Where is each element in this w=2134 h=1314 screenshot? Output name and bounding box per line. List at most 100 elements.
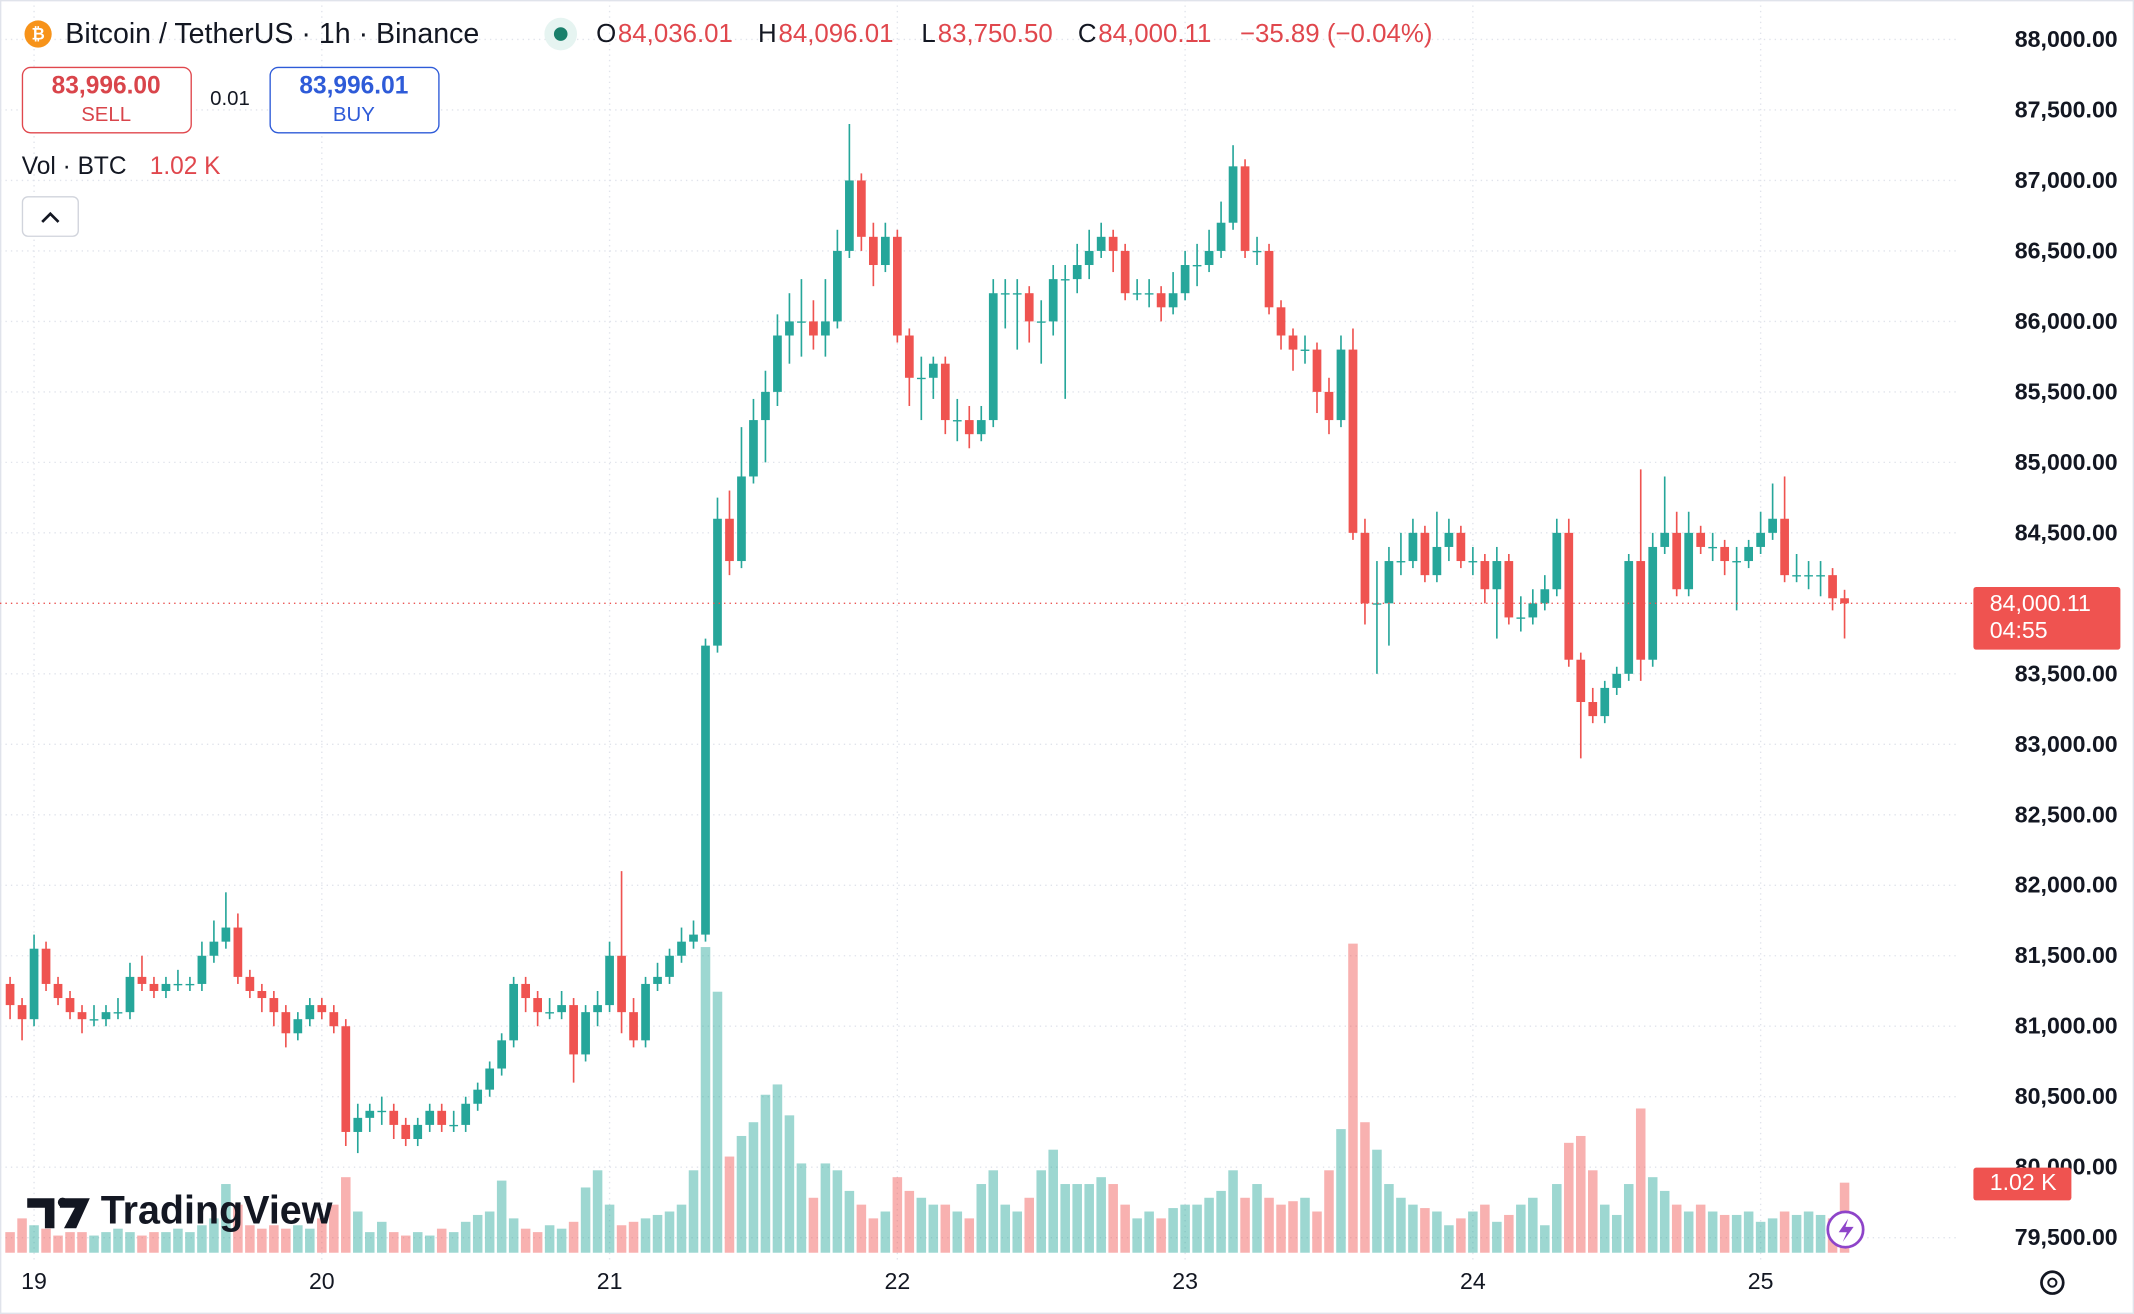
candle-body [1408,532,1418,562]
volume-bar [209,1218,219,1253]
volume-bar [1024,1197,1034,1253]
y-tick-label: 79,500.00 [2015,1224,2118,1250]
candle-body [317,1005,327,1013]
volume-bar [1288,1201,1298,1253]
candle-body [305,1005,315,1020]
candle-body [1456,532,1466,562]
candle-body [617,955,626,1013]
volume-bar [245,1225,255,1253]
sell-label: SELL [81,104,131,126]
candle-body [1588,702,1598,717]
volume-bar [1408,1204,1418,1253]
candle-body [1300,349,1310,351]
y-tick-label: 87,000.00 [2015,167,2118,193]
coin-symbol: ₿ [31,26,44,44]
buy-button[interactable] [269,66,440,134]
candle-body [1708,546,1718,549]
volume-bar [341,1177,351,1253]
y-tick-label: 88,000.00 [2015,26,2118,52]
candle-body [1048,279,1058,322]
volume-bar [592,1170,603,1253]
sell-price: 83,996.00 [52,73,161,100]
candle-body [976,420,986,435]
candle-body [1252,250,1262,253]
candle-body [1336,349,1346,421]
candle-body [1288,335,1298,350]
candle-body [449,1124,459,1127]
volume-bar [41,1228,51,1253]
volume-bar [125,1232,135,1253]
candle-body [41,948,51,984]
candle-body [569,1005,578,1055]
candle-body [1660,532,1670,547]
volume-bar [1743,1211,1754,1253]
x-tick-label: 21 [597,1268,623,1294]
candle-body [1240,166,1250,251]
volume-bar [1444,1225,1454,1253]
candle-body [1168,293,1178,308]
y-tick-label: 85,000.00 [2015,449,2118,475]
x-tick-label: 19 [21,1268,47,1294]
candle-body [161,983,171,991]
volume-bar [1204,1197,1214,1253]
candle-body [1360,532,1370,604]
volume-bar [1000,1204,1011,1253]
candle-body [1792,575,1801,577]
volume-bar [856,1204,867,1253]
volume-bar [1228,1170,1238,1253]
status-dot [553,27,568,41]
settings-icon[interactable] [2040,1270,2065,1295]
candle-body [1480,561,1490,590]
candle-body [185,983,195,986]
candle-body [1372,603,1382,605]
candle-body [641,983,650,1041]
candle-body [209,941,219,956]
candle-body [581,1012,590,1055]
volume-bar [1791,1214,1802,1253]
volume-bar [161,1232,171,1253]
grid [0,0,1960,1260]
candle-body [689,934,698,942]
candle-body [809,321,818,336]
volume-bar [772,1084,783,1253]
volume-bar [844,1190,855,1253]
volume-bar [604,1204,615,1253]
candle-body [1180,265,1190,294]
volume-bar [17,1218,27,1253]
volume-bar [89,1235,99,1253]
sell-button[interactable] [21,66,192,134]
candle-body [173,983,183,986]
candle-body [473,1089,483,1104]
volume-bar [1564,1142,1574,1253]
candle-body [1432,546,1442,576]
chevron-icon [41,211,60,223]
candle-body [605,955,614,1006]
candle-body [1120,250,1130,294]
volume-bar [532,1232,543,1253]
candle-body [29,948,39,1020]
volume-bar [640,1218,651,1253]
volume-bar [1264,1197,1274,1253]
candle-body [1732,561,1742,563]
volume-bar [1072,1184,1082,1253]
candle-body [892,236,902,336]
volume-bar [400,1235,411,1253]
settings-icon-center [2047,1277,2058,1288]
price-badge-countdown: 04:55 [1990,617,2048,643]
volume-bar [1240,1197,1250,1253]
y-tick-label: 81,500.00 [2015,942,2118,968]
volume-bar [424,1235,435,1253]
candle-body [869,236,878,266]
y-tick-label: 87,500.00 [2015,96,2118,122]
candle-body [1624,561,1634,674]
candle-body [653,976,662,984]
collapse-button[interactable] [21,196,79,237]
volume-bar [1504,1214,1514,1253]
volume-bar [101,1232,111,1253]
volume-bar [664,1211,675,1253]
volume-bar [1611,1214,1622,1253]
logo-dot [57,1197,68,1208]
volume-bar [1420,1208,1430,1253]
spread: 0.01 [210,88,250,110]
volume-bar [868,1218,879,1253]
